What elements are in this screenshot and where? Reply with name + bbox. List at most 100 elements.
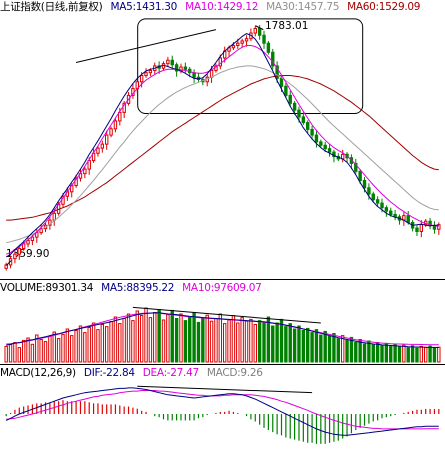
volume-bar (144, 307, 148, 363)
volume-bar (432, 347, 437, 363)
volume-bar (358, 339, 362, 363)
price-candle (437, 224, 441, 230)
macd-dif-label: DIF:-22.84 (83, 367, 135, 379)
price-candle (292, 102, 297, 111)
price-candle (244, 38, 249, 42)
price-candle (13, 253, 17, 260)
volume-bar (257, 320, 262, 363)
price-candle (166, 59, 170, 65)
price-title: 上证指数(日线,前复权) (0, 1, 103, 13)
price-candle (148, 69, 153, 74)
volume-bar (375, 342, 380, 363)
volume-bar (327, 336, 332, 363)
price-candle (297, 109, 301, 118)
price-candle (375, 199, 380, 204)
volume-bar (253, 324, 257, 363)
volume-legend: VOLUME:89301.34 MA5:88395.22 MA10:97609.… (0, 281, 267, 295)
price-candle (144, 72, 148, 77)
volume-bar (227, 319, 231, 363)
volume-bar (406, 347, 410, 363)
price-ma5-line (5, 33, 439, 258)
volume-bar (345, 339, 349, 363)
volume-bar (371, 344, 375, 363)
volume-bar (323, 330, 327, 363)
price-ma60-label: MA60:1529.09 (347, 1, 421, 13)
volume-bar (336, 338, 341, 363)
volume-trendline (132, 306, 321, 324)
volume-bar (139, 315, 144, 363)
price-candle (209, 69, 214, 78)
price-candle (415, 227, 419, 232)
volume-bar (91, 322, 96, 363)
price-candle (354, 162, 358, 172)
volume-bar (319, 334, 323, 363)
volume-bar (170, 309, 174, 363)
volume-bar (26, 337, 30, 363)
price-candle (393, 213, 397, 218)
macd-macd-label: MACD:9.26 (206, 367, 263, 379)
price-candle (310, 128, 314, 136)
volume-ma10-label: MA10:97609.07 (182, 282, 262, 294)
price-candle (109, 128, 113, 136)
price-candle (266, 42, 271, 53)
volume-bar (314, 329, 319, 363)
price-candle (314, 134, 319, 143)
volume-bar (83, 332, 87, 363)
price-candle (419, 224, 424, 232)
price-ma30-label: MA30:1457.75 (266, 1, 340, 13)
price-candle (83, 168, 87, 175)
price-candle (279, 77, 284, 87)
price-candle (74, 177, 78, 187)
volume-bar (266, 316, 271, 363)
price-candle (96, 147, 100, 154)
price-ma30-line (6, 65, 439, 244)
volume-bar (39, 339, 43, 363)
volume-bar (310, 332, 314, 363)
volume-bar (393, 344, 397, 363)
price-ma10-label: MA10:1429.12 (185, 1, 259, 13)
volume-bar (179, 313, 183, 363)
volume-bar (188, 316, 192, 363)
volume-label: VOLUME:89301.34 (0, 282, 94, 294)
volume-bar (4, 345, 8, 363)
macd-dea-line (6, 390, 439, 430)
price-candle (100, 143, 105, 149)
macd-legend: MACD(12,26,9) DIF:-22.84 DEA:-27.47 MACD… (0, 366, 268, 380)
price-ma5-label: MA5:1431.30 (110, 1, 178, 13)
volume-bar (410, 345, 415, 363)
volume-bar (148, 317, 153, 363)
volume-bar (201, 317, 205, 363)
volume-bar (362, 343, 367, 363)
volume-bar (292, 328, 297, 363)
price-candle (231, 44, 236, 49)
price-candle (301, 116, 306, 124)
price-candle (389, 210, 393, 215)
volume-bar (78, 325, 83, 363)
price-candle (174, 64, 179, 72)
price-candle (384, 207, 389, 212)
volume-bar (415, 347, 419, 363)
price-ma10-line (6, 45, 439, 255)
price-candle (87, 160, 91, 170)
volume-bar (166, 314, 170, 363)
volume-bar (30, 343, 35, 363)
volume-bar (192, 312, 196, 363)
volume-bar (109, 321, 113, 363)
volume-bar (349, 336, 354, 363)
volume-bar (17, 347, 21, 363)
price-candle (319, 141, 323, 146)
consolidation-box (137, 18, 364, 115)
price-candle (139, 75, 144, 83)
price-candle (380, 202, 384, 209)
volume-bar (48, 336, 52, 363)
price-candle (192, 72, 196, 78)
volume-bar (196, 321, 201, 363)
price-candle (118, 111, 122, 122)
macd-title: MACD(12,26,9) (0, 367, 76, 379)
price-candle (288, 94, 292, 104)
price-candle (371, 193, 375, 201)
volume-bar (52, 331, 56, 363)
volume-bar (122, 318, 126, 363)
price-candle (257, 27, 262, 36)
volume-bar (209, 320, 214, 363)
